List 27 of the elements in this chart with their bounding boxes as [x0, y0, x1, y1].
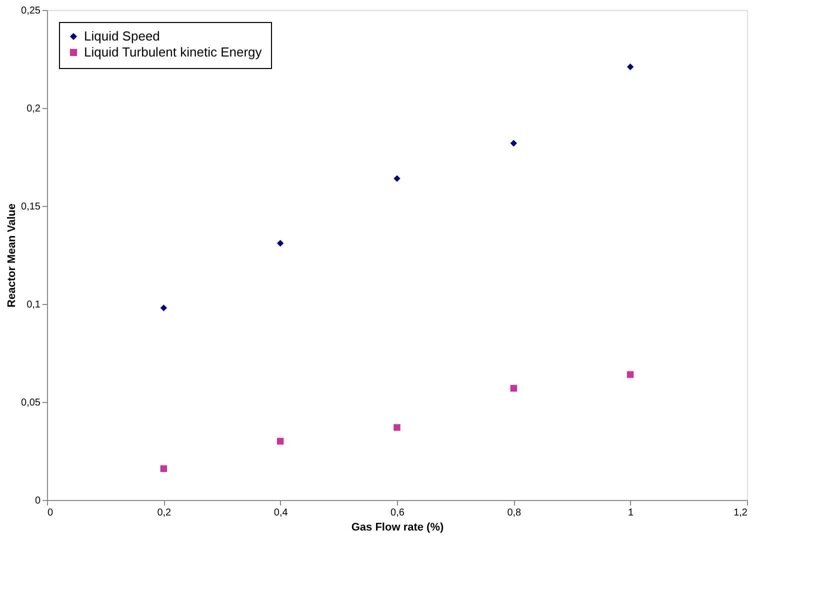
- point: [394, 424, 400, 431]
- y-tick-label: 0: [34, 496, 41, 506]
- x-tick-label: 1: [628, 508, 634, 518]
- y-tick-label: 0,05: [21, 398, 41, 408]
- y-tick-label: 0,15: [21, 202, 41, 212]
- point: [160, 465, 168, 472]
- point: [276, 438, 284, 445]
- x-tick-label: 0,6: [390, 508, 405, 518]
- x-axis-title: Gas Flow rate (%): [351, 522, 444, 534]
- point: [160, 304, 168, 312]
- y-tick-label: 0,1: [26, 300, 41, 310]
- point: [510, 384, 518, 392]
- legend-label: Liquid Speed: [84, 28, 160, 44]
- y-axis-title: Reactor Mean Value: [6, 204, 18, 308]
- y-tick-label: 0,25: [21, 6, 41, 16]
- x-tick-label: 0,2: [157, 508, 172, 518]
- y-tick-label: 0,2: [26, 104, 41, 114]
- point: [626, 63, 634, 70]
- point: [510, 140, 518, 147]
- point: [394, 175, 400, 182]
- x-tick-label: 0,8: [507, 508, 522, 518]
- x-tick-label: 0,4: [274, 508, 288, 518]
- point: [276, 240, 284, 247]
- x-tick-label: 1,2: [734, 508, 748, 518]
- x-tick-label: 0: [48, 508, 54, 518]
- legend-label: Liquid Turbulent kinetic Energy: [84, 44, 262, 60]
- point: [626, 371, 634, 378]
